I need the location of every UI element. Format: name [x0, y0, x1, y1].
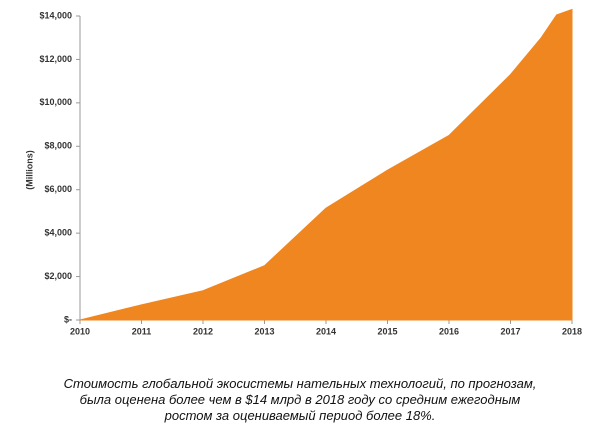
caption: Стоимость глобальной экосистемы нательны… — [63, 376, 537, 423]
y-tick-label: $12,000 — [39, 54, 72, 64]
y-tick-label: $8,000 — [44, 141, 72, 151]
x-tick-label: 2011 — [132, 326, 152, 336]
y-axis-label: (Millions) — [24, 150, 34, 190]
x-tick-label: 2017 — [500, 326, 520, 336]
x-tick-label: 2012 — [193, 326, 213, 336]
x-tick-label: 2015 — [377, 326, 397, 336]
y-tick-label: $14,000 — [39, 10, 72, 20]
x-tick-label: 2013 — [254, 326, 274, 336]
y-tick-label: $6,000 — [44, 184, 72, 194]
x-tick-label: 2016 — [439, 326, 459, 336]
x-tick-label: 2018 — [562, 326, 582, 336]
y-tick-label: $10,000 — [39, 97, 72, 107]
x-tick-label: 2010 — [70, 326, 90, 336]
y-tick-label: $- — [64, 314, 72, 324]
area — [79, 8, 573, 321]
y-tick-label: $2,000 — [44, 271, 72, 281]
x-tick-label: 2014 — [316, 326, 336, 336]
y-tick-label: $4,000 — [44, 228, 72, 238]
chart: (Millions) $- $2,000 $4,000 $6,000 $8,000 $10… — [24, 8, 582, 336]
